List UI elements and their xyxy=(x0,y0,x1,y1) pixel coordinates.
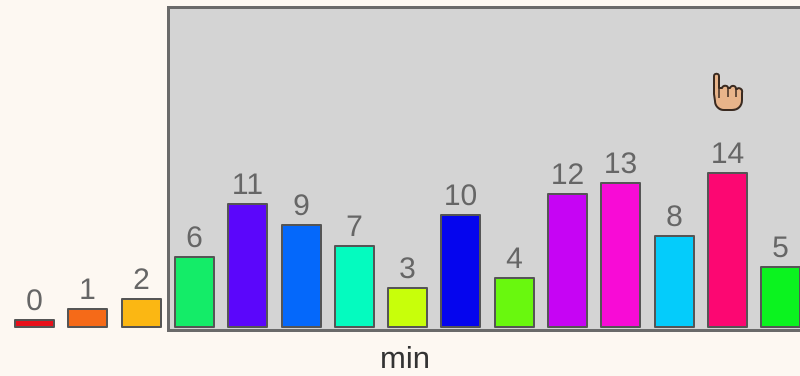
bar-13 xyxy=(600,182,641,328)
bar-1 xyxy=(67,308,108,328)
region-label: min xyxy=(380,340,430,375)
bar-value-label: 1 xyxy=(79,273,96,306)
bar-value-label: 12 xyxy=(550,158,585,191)
bar-value-label: 4 xyxy=(506,242,523,275)
bar-value-label: 10 xyxy=(443,179,478,212)
bar-value-label: 9 xyxy=(293,189,310,222)
bar-value-label: 8 xyxy=(666,200,683,233)
bar-value-label: 5 xyxy=(772,231,789,264)
bar-value-label: 13 xyxy=(603,147,638,180)
bar-5 xyxy=(760,266,800,328)
bar-10 xyxy=(440,214,481,328)
bar-7 xyxy=(334,245,375,328)
bar-value-label: 7 xyxy=(346,210,363,243)
bar-value-label: 2 xyxy=(133,263,150,296)
bar-6 xyxy=(174,256,215,328)
bar-value-label: 0 xyxy=(26,284,43,317)
pointing-hand-icon xyxy=(713,72,744,111)
bar-value-label: 3 xyxy=(399,252,416,285)
bar-14 xyxy=(707,172,748,328)
bar-9 xyxy=(281,224,322,328)
bar-0 xyxy=(14,319,55,328)
bar-11 xyxy=(227,203,268,328)
bar-4 xyxy=(494,277,535,328)
bar-value-label: 11 xyxy=(231,168,264,201)
bar-value-label: 6 xyxy=(186,221,203,254)
bar-2 xyxy=(121,298,162,328)
bar-value-label: 14 xyxy=(710,137,745,170)
bar-12 xyxy=(547,193,588,328)
bar-3 xyxy=(387,287,428,328)
bar-8 xyxy=(654,235,695,328)
